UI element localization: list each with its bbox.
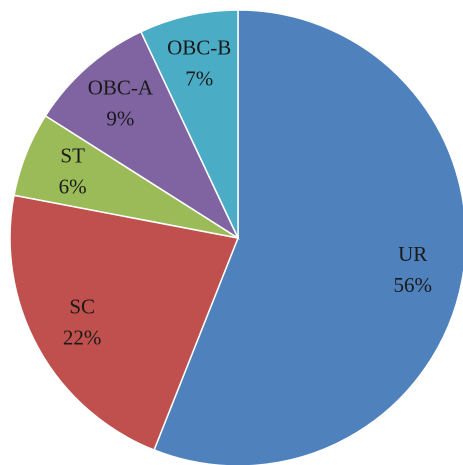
slice-label: OBC-A <box>88 75 154 99</box>
slice-value-label: 9% <box>106 106 134 130</box>
slice-label: ST <box>60 143 85 167</box>
pie-slice <box>9 194 240 451</box>
slice-label: UR <box>398 242 427 266</box>
slice-label: SC <box>69 294 95 318</box>
slice-value-label: 22% <box>63 325 102 349</box>
pie-slice <box>44 30 240 241</box>
pie-slice <box>153 9 463 465</box>
slice-value-label: 7% <box>185 66 213 90</box>
pie-slice <box>139 9 239 239</box>
slice-value-label: 56% <box>393 273 432 297</box>
slice-label: OBC-B <box>167 35 231 59</box>
slice-value-label: 6% <box>59 174 87 198</box>
